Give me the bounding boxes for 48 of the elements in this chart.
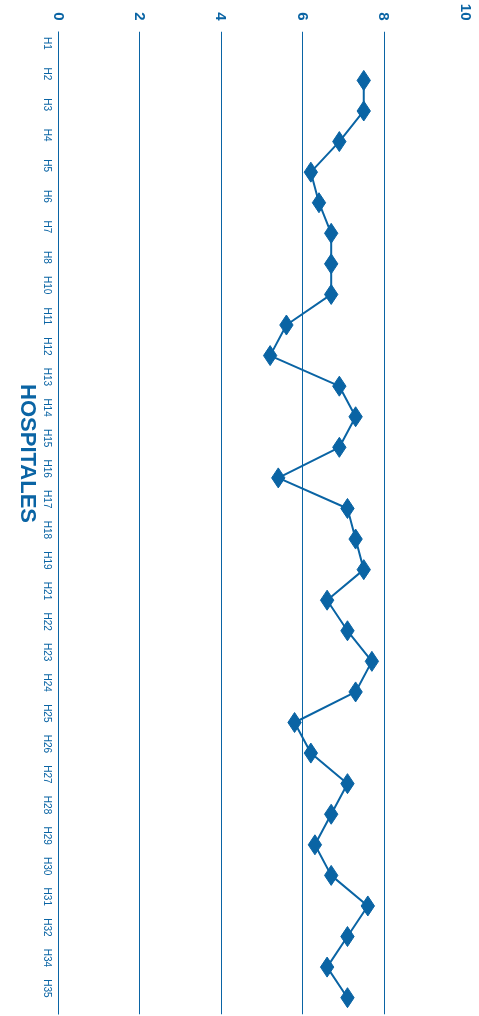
x-tick-label: 2 [131, 12, 149, 21]
y-tick-label: H35 [42, 979, 53, 999]
y-tick-label: H27 [42, 765, 53, 785]
y-tick-label: H34 [42, 948, 53, 968]
y-tick-label: H26 [42, 734, 53, 754]
y-tick-label: H12 [42, 337, 53, 357]
y-tick-label: H10 [42, 276, 53, 295]
point [319, 589, 335, 611]
y-axis-title: HOSPITALES [16, 384, 41, 524]
y-tick-label: H21 [42, 581, 53, 601]
y-tick-label: H25 [42, 704, 53, 723]
y-tick-label: H5 [42, 159, 53, 173]
y-tick-label: H29 [42, 826, 53, 846]
point [307, 834, 323, 856]
point [364, 650, 380, 672]
y-tick-label: H4 [42, 128, 53, 143]
y-tick-label: H31 [42, 887, 53, 907]
x-tick-label: 8 [376, 12, 394, 21]
y-tick-label: H32 [42, 918, 53, 937]
point [303, 161, 319, 183]
y-tick-label: H24 [42, 673, 53, 693]
y-tick-label: H17 [42, 490, 53, 509]
y-tick-label: H18 [42, 520, 53, 540]
point [303, 742, 319, 764]
y-tick-label: H22 [42, 612, 53, 632]
y-tick-label: H19 [42, 551, 53, 571]
y-tick-label: H30 [42, 857, 53, 876]
y-tick-label: H6 [42, 189, 53, 204]
y-tick-label: H2 [42, 67, 53, 81]
y-tick-label: H11 [42, 307, 53, 326]
point [287, 712, 302, 733]
y-tick-label: H13 [42, 367, 53, 387]
x-tick-label: 10 [457, 3, 475, 21]
point [262, 345, 278, 367]
y-tick-label: H28 [42, 795, 53, 815]
point [311, 192, 327, 214]
y-tick-label: H7 [42, 220, 53, 234]
y-tick-label: H8 [42, 251, 53, 265]
x-tick-label: 6 [294, 12, 312, 21]
y-tick-label: H15 [42, 428, 53, 448]
y-tick-label: H16 [42, 459, 53, 479]
x-tick-label: 4 [213, 12, 231, 22]
y-tick-label: H14 [42, 398, 53, 418]
y-tick-label: H23 [42, 643, 53, 662]
y-tick-label: H3 [42, 98, 53, 112]
y-tick-label: H1 [42, 37, 53, 51]
point [319, 956, 335, 978]
x-tick-label: 0 [50, 12, 68, 21]
